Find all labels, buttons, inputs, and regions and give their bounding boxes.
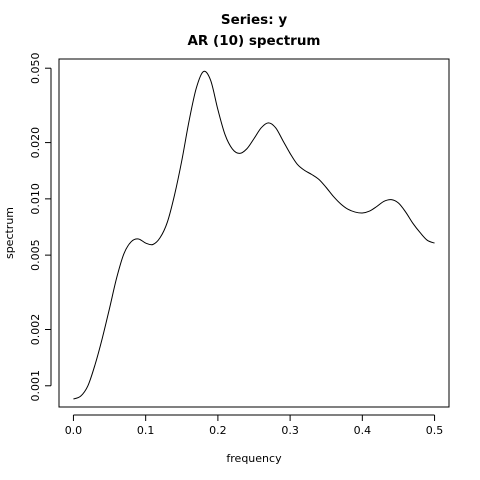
y-tick-label: 0.005 [29,239,42,271]
x-axis-title: frequency [226,452,282,465]
x-tick-label: 0.3 [281,424,299,437]
x-tick-label: 0.5 [426,424,444,437]
y-tick-label: 0.010 [29,183,42,215]
y-tick-label: 0.002 [29,314,42,346]
chart-title: Series: y [221,12,287,28]
x-axis: 0.0 0.1 0.2 0.3 0.4 0.5 [65,414,444,437]
y-tick-label: 0.001 [29,370,42,402]
x-tick-label: 0.4 [354,424,372,437]
y-tick-label: 0.050 [29,52,42,84]
x-tick-label: 0.0 [65,424,83,437]
plot-frame [58,58,450,408]
y-tick-label: 0.020 [29,127,42,159]
y-axis: 0.001 0.002 0.005 0.010 0.020 0.050 [29,52,52,402]
y-axis-title: spectrum [3,207,16,259]
spectrum-line [73,70,435,400]
series-layer [73,70,435,400]
chart-subtitle: AR (10) spectrum [187,33,320,49]
x-tick-label: 0.1 [137,424,155,437]
x-tick-label: 0.2 [209,424,227,437]
